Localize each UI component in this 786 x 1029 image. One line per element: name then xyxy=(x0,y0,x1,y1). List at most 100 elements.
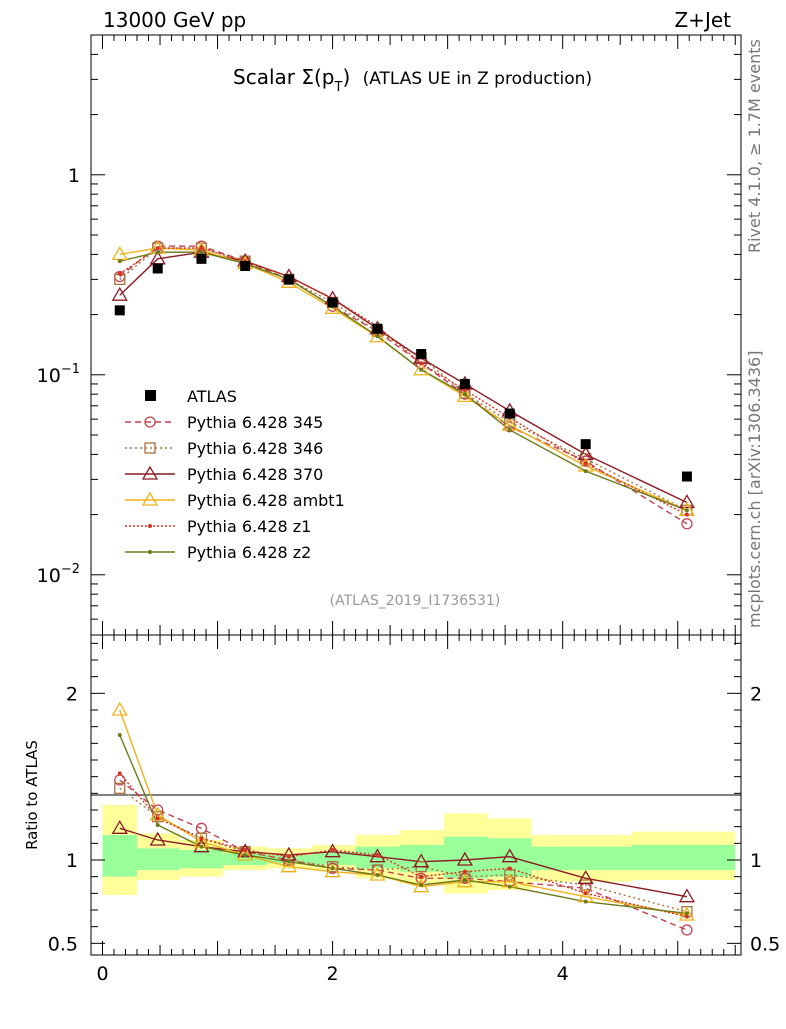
main-series-point xyxy=(419,367,424,372)
main-series-point xyxy=(111,286,128,301)
legend-label: Pythia 6.428 ambt1 xyxy=(187,491,345,510)
tick-exp: −2 xyxy=(61,562,80,577)
ratio-series-point xyxy=(324,863,341,878)
ratio-series-point xyxy=(199,844,204,849)
main-series-point xyxy=(681,518,693,530)
tick-base: 10 xyxy=(37,565,61,587)
ratio-series-point xyxy=(111,820,128,834)
ratio-band-green xyxy=(179,850,224,869)
ratio-series-point xyxy=(462,869,467,874)
ratio-series-point xyxy=(419,874,424,879)
title-main: Scalar Σ(p xyxy=(233,65,334,89)
main-series-point xyxy=(419,361,424,366)
ratio-series-point xyxy=(419,883,424,887)
ratio-ytick-label-left: 1 xyxy=(66,850,78,872)
legend-label: Pythia 6.428 z1 xyxy=(187,517,311,536)
ratio-panel: Ratio to ATLAS 2 2 1 1 0.5 0.5 xyxy=(23,634,780,956)
ratio-series-point xyxy=(456,873,474,888)
ratio-series-point xyxy=(501,848,518,863)
ratio-series-point xyxy=(456,851,474,866)
ratio-series-line xyxy=(119,787,688,913)
legend-label: Pythia 6.428 370 xyxy=(187,465,323,484)
ratio-band-green xyxy=(137,848,180,870)
ratio-band-green xyxy=(355,846,400,869)
ratio-series-point xyxy=(193,838,210,853)
ratio-series-point xyxy=(286,859,291,864)
tick-base: 10 xyxy=(37,365,61,387)
legend-label: Pythia 6.428 346 xyxy=(187,439,323,458)
main-series-point xyxy=(684,508,689,513)
ratio-series-point xyxy=(237,846,254,861)
main-series-line xyxy=(119,247,688,516)
main-series-point xyxy=(117,271,122,276)
data-point xyxy=(504,408,515,419)
ratio-ytick-label-right: 0.5 xyxy=(750,933,780,955)
ratio-series-point xyxy=(413,878,430,893)
main-series-point xyxy=(462,392,467,397)
header-left: 13000 GeV pp xyxy=(103,8,246,32)
ratio-series-point xyxy=(195,832,208,844)
main-series-point xyxy=(583,461,588,466)
main-series-line xyxy=(119,251,688,504)
ratio-series-point xyxy=(330,866,335,871)
data-point xyxy=(372,323,383,334)
ratio-series-line xyxy=(119,709,688,916)
title-sub: T xyxy=(333,80,342,95)
header-right: Z+Jet xyxy=(674,8,731,32)
ratio-band-green xyxy=(223,853,268,865)
legend-data-label: ATLAS xyxy=(187,387,237,406)
main-series-point xyxy=(456,388,474,403)
ratio-series-point xyxy=(117,733,122,737)
ratio-series-point xyxy=(577,870,594,884)
ratio-band-green xyxy=(102,835,138,877)
ratio-series-point xyxy=(330,848,335,852)
tick-exp: −1 xyxy=(61,362,80,377)
legend: ATLAS Pythia 6.428 345 Pythia 6.428 346 Pyt… xyxy=(125,387,345,562)
main-series-point xyxy=(199,250,204,255)
legend-marker xyxy=(144,442,156,454)
ratio-series-point xyxy=(152,804,164,816)
legend-marker xyxy=(141,465,159,480)
legend-data-marker xyxy=(145,390,156,401)
main-ytick-label: 1 xyxy=(68,165,80,187)
ratio-series-line xyxy=(119,734,688,915)
title-close: ) xyxy=(342,65,350,89)
ratio-series-point xyxy=(199,836,204,841)
ratio-series-point xyxy=(507,866,512,871)
main-series-point xyxy=(583,469,588,474)
tick-base: 1 xyxy=(68,165,80,187)
main-series-point xyxy=(684,512,689,517)
ratio-series-line xyxy=(119,779,688,931)
ratio-band-green xyxy=(311,851,356,865)
data-point xyxy=(580,439,591,450)
ratio-band-green xyxy=(267,855,312,864)
ratio-band-green xyxy=(399,845,445,872)
ratio-ytick-label-right: 1 xyxy=(750,850,762,872)
ratio-ytick-label-left: 2 xyxy=(66,683,78,705)
data-point xyxy=(681,471,692,482)
title-rest: (ATLAS UE in Z production) xyxy=(363,69,592,89)
analysis-id: (ATLAS_2019_I1736531) xyxy=(330,593,501,609)
ratio-series-point xyxy=(462,878,467,882)
ratio-series-point xyxy=(684,911,689,916)
ratio-series-point xyxy=(375,853,380,857)
ratio-ytick-label-left: 0.5 xyxy=(48,933,78,955)
main-series-line xyxy=(119,247,688,511)
legend-marker xyxy=(148,550,152,554)
chart-title: Scalar Σ(pT) (ATLAS UE in Z production) xyxy=(233,65,592,95)
mcplots-info: mcplots.cern.ch [arXiv:1306.3436] xyxy=(745,351,764,628)
main-series-line xyxy=(119,247,688,511)
legend-marker xyxy=(141,491,159,506)
ratio-series-point xyxy=(286,854,291,859)
ratio-series-point xyxy=(369,848,386,863)
ratio-series-point xyxy=(681,924,693,936)
rivet-info: Rivet 4.1.0, ≥ 1.7M events xyxy=(745,39,764,253)
ratio-series-point xyxy=(583,899,588,904)
main-series-point xyxy=(199,246,204,251)
ratio-series-point xyxy=(114,782,126,794)
ratio-series-point xyxy=(280,858,298,873)
ratio-series-point xyxy=(326,861,339,873)
ratio-series-line xyxy=(119,772,688,918)
ratio-series-point xyxy=(324,843,341,858)
